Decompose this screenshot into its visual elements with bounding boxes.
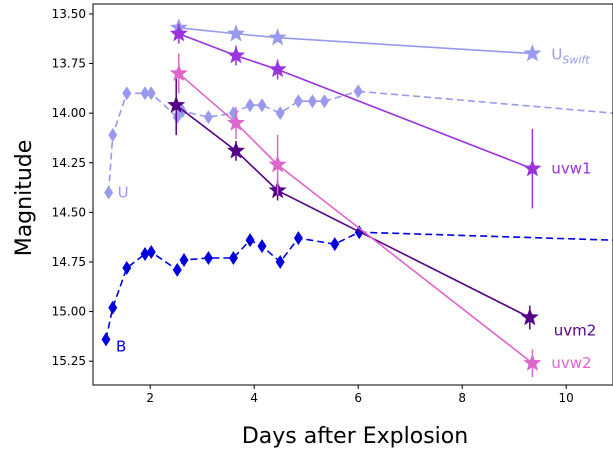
series-label-b: B	[116, 337, 126, 355]
series-line-u	[107, 90, 359, 193]
series-line-b	[105, 231, 360, 340]
data-point-uvw1	[169, 24, 188, 42]
series-line-uvw2	[178, 72, 533, 364]
y-tick-label: 13.75	[52, 57, 86, 71]
data-point-b	[293, 231, 303, 246]
data-point-b	[228, 251, 238, 265]
plot-frame	[92, 3, 613, 386]
data-point-b	[108, 300, 118, 315]
y-tick-label: 15.00	[52, 305, 86, 319]
series-label-u: U	[118, 184, 129, 202]
x-tick-label: 6	[354, 391, 362, 405]
data-point-u	[245, 98, 255, 113]
series-layer	[101, 18, 613, 378]
y-tick-label: 14.50	[52, 205, 86, 219]
data-point-uvw2	[226, 113, 246, 131]
axes-layer: 2 4 6 8 10 13.50 13.75 14.00 14.25 14.50 14.75 15.0…	[52, 3, 613, 405]
x-tick-label: 8	[458, 391, 466, 405]
series-u	[104, 84, 613, 200]
y-tick-label: 14.25	[52, 156, 86, 170]
data-point-u-swift	[268, 28, 287, 46]
y-tick-label: 14.00	[52, 106, 86, 120]
data-point-b	[101, 332, 111, 347]
data-point-b	[203, 251, 213, 265]
data-point-u	[307, 94, 317, 109]
data-point-uvw1	[226, 46, 246, 64]
data-point-uvm2	[520, 308, 539, 326]
data-point-u	[104, 185, 114, 200]
series-label-uvw1: uvw1	[551, 160, 591, 178]
series-line-uvw1	[178, 33, 533, 170]
data-point-u	[146, 86, 156, 101]
series-b	[101, 225, 613, 347]
x-tick-label: 4	[250, 391, 258, 405]
data-point-u-swift	[523, 44, 542, 62]
data-point-uvw1	[523, 159, 542, 177]
y-tick-label: 13.50	[52, 7, 86, 21]
data-point-b	[330, 237, 340, 252]
data-point-u	[203, 110, 213, 125]
x-tick-label: 2	[146, 391, 154, 405]
data-point-b	[179, 252, 189, 267]
data-point-u	[319, 94, 329, 109]
series-uvw2	[169, 53, 542, 378]
data-point-b	[140, 247, 150, 262]
series-extension-u	[358, 90, 613, 114]
x-axis-title: Days after Explosion	[242, 424, 468, 449]
data-point-uvw1	[268, 59, 287, 78]
data-point-uvm2	[226, 141, 246, 159]
data-point-u	[122, 86, 132, 101]
series-label-uvw2: uvw2	[551, 354, 591, 372]
data-point-u	[140, 86, 150, 101]
data-point-uvw2	[268, 155, 287, 173]
data-point-b	[146, 245, 156, 260]
series-labels-layer: U B USwift uvw1 uvm2 uvw2	[116, 46, 596, 373]
data-point-u	[108, 127, 118, 142]
data-point-uvw2	[169, 63, 188, 82]
data-point-b	[257, 239, 267, 254]
y-axis-title: Magnitude	[12, 140, 37, 257]
series-extension-b	[359, 231, 613, 241]
series-line-uvm2	[175, 104, 531, 319]
data-point-b	[275, 254, 285, 269]
data-point-b	[172, 262, 182, 277]
series-label-u-swift: USwift	[551, 46, 590, 67]
data-point-uvw2	[523, 353, 542, 371]
data-point-u	[275, 106, 285, 121]
series-line-u-swift	[178, 27, 533, 55]
data-point-uvm2	[167, 95, 186, 113]
data-point-u	[353, 84, 363, 99]
data-point-b	[245, 233, 255, 248]
data-point-u	[172, 110, 182, 125]
data-point-b	[122, 260, 132, 275]
y-tick-label: 14.75	[52, 255, 86, 269]
series-label-uvm2: uvm2	[554, 322, 597, 340]
data-point-u	[293, 94, 303, 109]
data-point-u	[257, 98, 267, 113]
x-tick-label: 10	[559, 391, 574, 405]
data-point-u-swift	[226, 24, 246, 42]
y-tick-label: 15.25	[52, 354, 86, 368]
series-uvw1	[169, 23, 542, 209]
